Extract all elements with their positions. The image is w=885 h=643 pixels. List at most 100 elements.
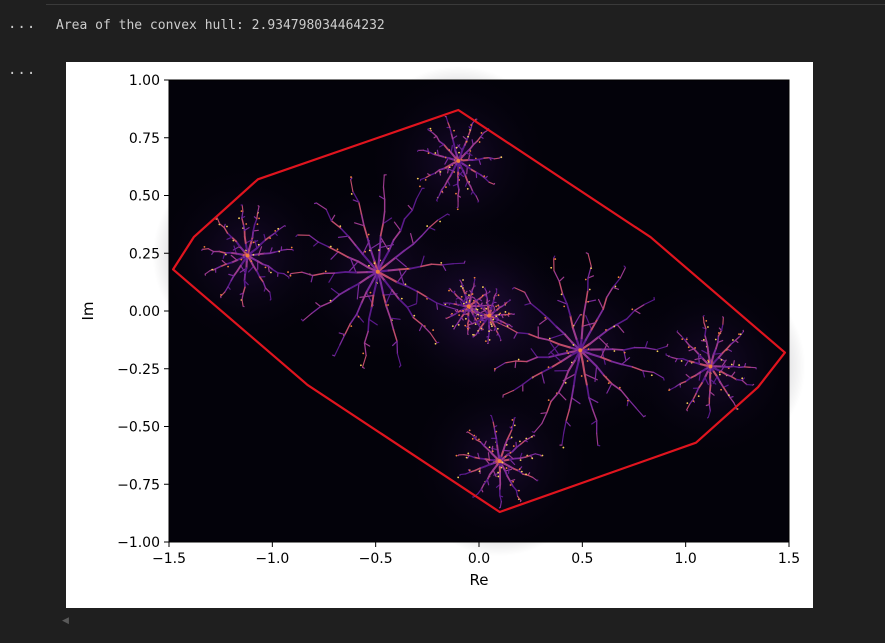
- fractal-branch: [438, 189, 443, 196]
- fractal-branch: [242, 286, 246, 295]
- fractal-speckle: [618, 386, 621, 389]
- fractal-branch: [584, 328, 593, 341]
- fractal-twig: [557, 299, 568, 305]
- fractal-branch: [680, 335, 687, 342]
- fractal-branch: [379, 282, 385, 297]
- fractal-twig: [356, 283, 360, 300]
- fractal-branch: [348, 282, 360, 290]
- fractal-branch: [590, 318, 599, 331]
- fractal-branch: [244, 241, 248, 251]
- fractal-twig: [450, 144, 453, 154]
- fractal-branch: [251, 230, 255, 239]
- fractal-twig: [418, 324, 423, 332]
- fractal-branch: [620, 363, 634, 368]
- fractal-branch: [610, 360, 623, 366]
- fractal-twig: [487, 452, 490, 461]
- output-gutter-menu[interactable]: ...: [8, 16, 37, 32]
- fractal-branch: [253, 218, 258, 226]
- fractal-branch: [219, 223, 225, 229]
- fractal-branch: [643, 299, 655, 306]
- fractal-twig: [524, 302, 532, 306]
- fractal-speckle: [495, 430, 498, 433]
- fractal-branch: [392, 329, 398, 342]
- fractal-twig: [363, 342, 371, 347]
- fractal-branch: [466, 165, 473, 171]
- fractal-branch: [579, 349, 584, 364]
- fractal-branch: [474, 438, 482, 443]
- fractal-branch: [704, 334, 708, 343]
- fractal-hub-5: [497, 459, 502, 464]
- fractal-branch: [537, 336, 550, 341]
- fractal-branch: [475, 195, 480, 202]
- x-tick-label: 0.0: [468, 551, 490, 567]
- fractal-speckle: [525, 473, 527, 476]
- fractal-twig: [565, 420, 571, 427]
- fractal-twig: [361, 366, 365, 369]
- fractal-branch: [509, 480, 514, 487]
- fractal-speckle: [468, 429, 471, 432]
- fractal-branch: [565, 408, 571, 423]
- fractal-twig: [292, 248, 294, 252]
- fractal-branch: [717, 352, 724, 359]
- fractal-branch: [726, 343, 732, 350]
- fractal-twig: [359, 294, 375, 298]
- fractal-branch: [644, 347, 657, 351]
- fractal-branch: [446, 174, 452, 182]
- output-gutter-menu-2[interactable]: ...: [8, 62, 37, 78]
- fractal-speckle: [462, 279, 464, 281]
- fractal-twig: [310, 274, 314, 283]
- fractal-branch: [480, 483, 485, 490]
- fractal-branch: [698, 362, 706, 367]
- fractal-branch: [541, 412, 548, 425]
- fractal-speckle: [697, 395, 700, 398]
- fractal-speckle: [607, 382, 610, 385]
- fractal-twig: [549, 342, 560, 356]
- fractal-speckle: [519, 459, 522, 462]
- fractal-branch: [252, 223, 256, 232]
- fractal-branch: [730, 339, 737, 346]
- fractal-branch: [495, 437, 498, 445]
- fractal-speckle: [457, 323, 460, 326]
- fractal-speckle: [455, 146, 458, 149]
- fractal-branch: [596, 432, 599, 446]
- chevron-left-icon[interactable]: ◀: [62, 616, 69, 626]
- fractal-speckle: [448, 166, 451, 169]
- fractal-speckle: [718, 373, 721, 376]
- fractal-speckle: [547, 366, 550, 369]
- fractal-twig: [240, 265, 246, 273]
- fractal-branch: [354, 244, 364, 256]
- fractal-speckle: [717, 332, 720, 334]
- fractal-speckle: [460, 159, 463, 161]
- fractal-twig: [379, 244, 394, 249]
- fractal-twig: [428, 226, 436, 231]
- fractal-speckle: [504, 311, 507, 313]
- fractal-branch: [422, 149, 430, 153]
- fractal-branch: [732, 365, 740, 369]
- fractal-speckle: [512, 480, 514, 483]
- fractal-twig: [558, 276, 565, 282]
- fractal-branch: [302, 312, 313, 322]
- fractal-speckle: [336, 248, 339, 251]
- fractal-branch: [719, 370, 727, 376]
- fractal-branch: [738, 366, 746, 369]
- fractal-branch: [378, 234, 382, 249]
- fractal-branch: [251, 257, 259, 263]
- fractal-speckle: [456, 208, 459, 211]
- fractal-branch: [449, 169, 455, 177]
- fractal-speckle: [367, 233, 370, 236]
- fractal-branch: [241, 210, 244, 219]
- fractal-speckle: [257, 243, 260, 246]
- fractal-speckle: [464, 317, 467, 320]
- fractal-branch: [241, 292, 244, 301]
- fractal-branch: [496, 321, 508, 328]
- y-tick-label: −1.00: [117, 535, 160, 551]
- fractal-branch: [550, 391, 560, 403]
- fractal-speckle: [564, 381, 567, 384]
- fractal-branch: [634, 303, 645, 312]
- y-tick-label: 0.75: [129, 131, 160, 147]
- fractal-twig: [315, 302, 322, 308]
- fractal-branch: [327, 245, 339, 253]
- fractal-twig: [257, 205, 260, 207]
- fractal-branch: [729, 396, 735, 404]
- fractal-twig: [420, 255, 425, 268]
